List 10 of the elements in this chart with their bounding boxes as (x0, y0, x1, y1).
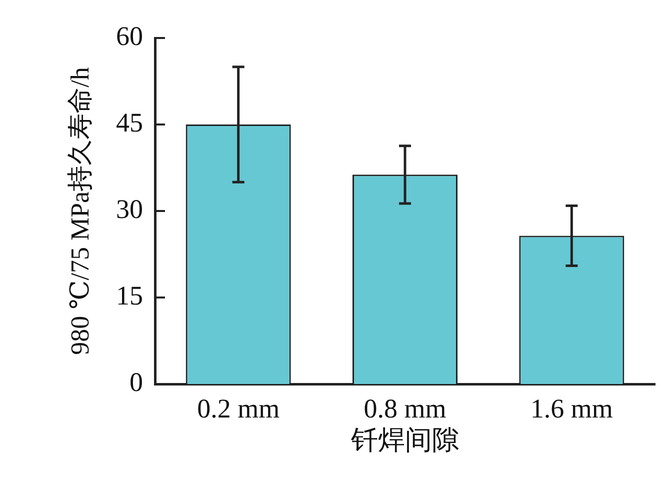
y-tick-label: 45 (116, 108, 143, 138)
x-tick-label: 0.8 mm (364, 393, 446, 424)
y-tick-label: 30 (116, 194, 143, 224)
y-tick-label: 0 (130, 367, 143, 398)
x-tick-label: 0.2 mm (197, 393, 280, 424)
y-tick-label: 15 (116, 280, 143, 311)
y-tick-label: 60 (116, 21, 143, 52)
y-axis-title: 980 ℃/75 MPa持久寿命/h (65, 67, 94, 355)
x-tick-label: 1.6 mm (530, 393, 613, 424)
x-axis-title: 钎焊间隙 (350, 424, 459, 455)
